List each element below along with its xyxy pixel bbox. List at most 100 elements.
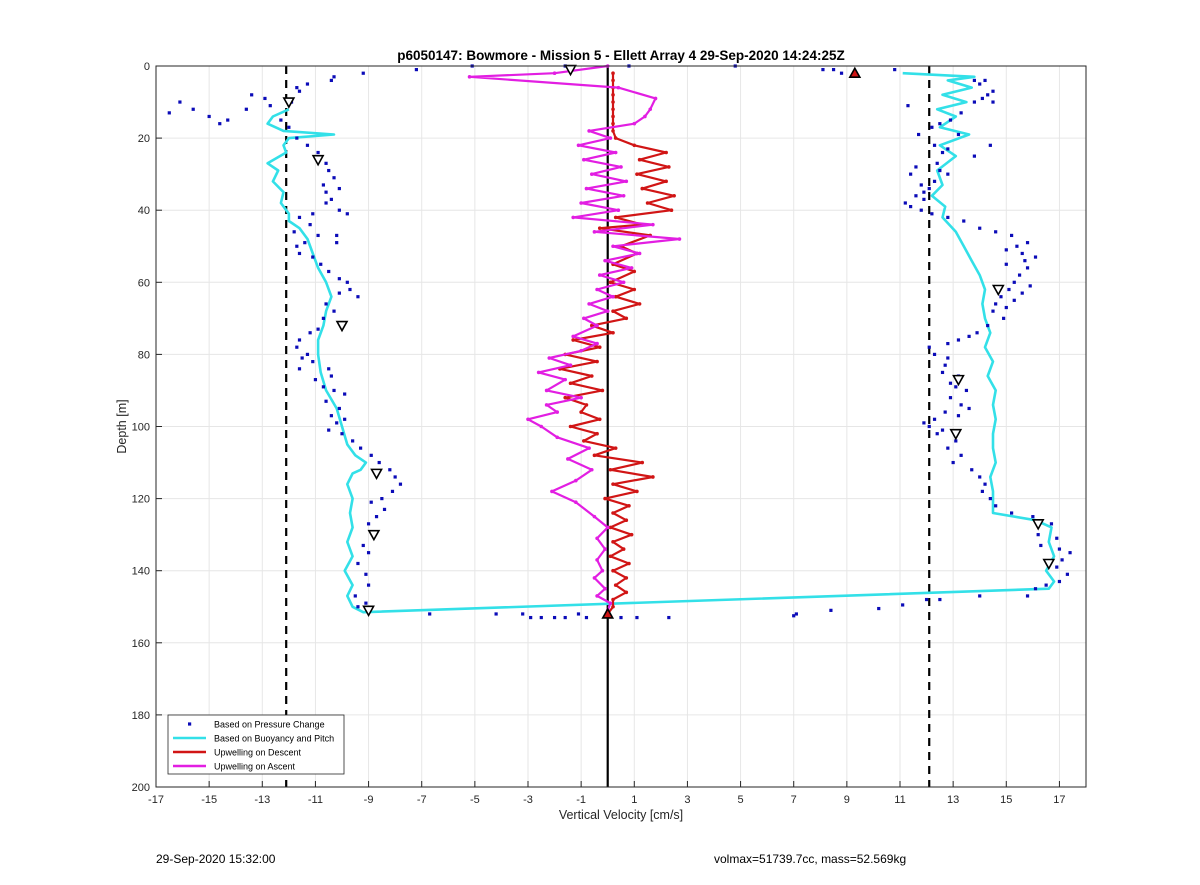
y-tick-label: 60 (138, 277, 150, 289)
series-point (624, 590, 629, 595)
pressure-point (329, 374, 333, 378)
pressure-point (1031, 515, 1035, 519)
x-tick-label: 7 (791, 794, 797, 806)
series-point (621, 193, 626, 198)
pressure-point (369, 453, 373, 457)
series-point (552, 71, 557, 76)
pressure-point (1060, 558, 1064, 562)
pressure-point (366, 583, 371, 587)
series-point (627, 504, 631, 508)
series-point (611, 129, 615, 133)
series-point (653, 96, 658, 101)
triangle-marker (1031, 519, 1045, 531)
pressure-point (1055, 536, 1059, 540)
series-point (582, 157, 586, 162)
y-tick-label: 100 (132, 422, 150, 434)
series-point (555, 435, 560, 440)
series-point (595, 431, 599, 436)
pressure-point (335, 241, 339, 245)
pressure-point (356, 605, 360, 609)
series-point (467, 75, 472, 79)
pressure-point (980, 489, 984, 493)
pressure-point (924, 597, 929, 602)
pressure-point (831, 68, 836, 72)
pressure-point (369, 500, 373, 504)
pressure-point (321, 385, 325, 389)
legend-label: Upwelling on Descent (214, 748, 302, 758)
pressure-point (308, 331, 312, 335)
y-tick-label: 0 (144, 61, 150, 73)
pressure-point (361, 543, 365, 548)
series-point (589, 172, 594, 176)
x-tick-label: -15 (201, 794, 217, 806)
pressure-point (337, 186, 341, 191)
series-point (544, 388, 549, 393)
series-point (611, 604, 615, 609)
pressure-point (332, 309, 336, 313)
pressure-point (1039, 543, 1043, 548)
triangle-marker (335, 320, 349, 333)
series-point (621, 547, 626, 551)
series-point (566, 457, 570, 461)
pressure-point (316, 233, 320, 238)
pressure-point (297, 251, 302, 256)
pressure-point (938, 168, 942, 173)
pressure-point (930, 125, 934, 129)
pressure-point (1012, 280, 1016, 284)
pressure-point (956, 414, 961, 418)
x-tick-label: -9 (364, 794, 374, 806)
series-point (550, 489, 554, 494)
pressure-point (946, 341, 950, 346)
pressure-point (313, 378, 318, 382)
pressure-point (332, 388, 336, 393)
series-point (635, 172, 639, 176)
series-point (592, 514, 597, 519)
pressure-point (1025, 241, 1030, 245)
series-point (635, 489, 639, 494)
series-point (574, 500, 578, 505)
pressure-point (324, 161, 328, 165)
pressure-point (343, 392, 347, 396)
triangle-marker (848, 66, 862, 79)
pressure-point (319, 262, 323, 266)
series-point (595, 536, 599, 541)
series-point (611, 107, 615, 112)
pressure-point (327, 269, 331, 274)
pressure-point (337, 406, 341, 411)
pressure-point (390, 489, 395, 493)
pressure-point (329, 414, 333, 418)
pressure-point (356, 295, 360, 299)
pressure-point (250, 93, 254, 97)
y-tick-label: 200 (132, 782, 150, 794)
series-point (589, 374, 594, 378)
pressure-point (414, 68, 418, 72)
series-point (613, 150, 618, 155)
pressure-point (297, 367, 302, 371)
series-point (616, 85, 621, 90)
series-point (600, 568, 605, 573)
data-series (167, 64, 1072, 620)
pressure-point (932, 143, 937, 147)
pressure-point (964, 388, 969, 393)
triangle-marker (991, 284, 1005, 297)
pressure-point (959, 111, 963, 115)
series-point (613, 215, 618, 220)
series-point (595, 594, 599, 598)
pressure-point (305, 143, 310, 147)
pressure-point (906, 104, 910, 108)
pressure-point (938, 597, 942, 602)
x-tick-label: -11 (308, 794, 323, 806)
pressure-point (940, 428, 945, 432)
pressure-point (1023, 259, 1027, 263)
pressure-point (903, 201, 907, 205)
triangle-marker (952, 374, 965, 387)
pressure-point (829, 608, 833, 612)
series-point (563, 395, 567, 400)
pressure-point (927, 186, 931, 191)
series-point (616, 208, 621, 212)
series-point (611, 114, 615, 119)
pressure-point (345, 212, 349, 216)
pressure-point (295, 244, 299, 248)
pressure-point (295, 345, 299, 349)
pressure-point (324, 302, 328, 306)
